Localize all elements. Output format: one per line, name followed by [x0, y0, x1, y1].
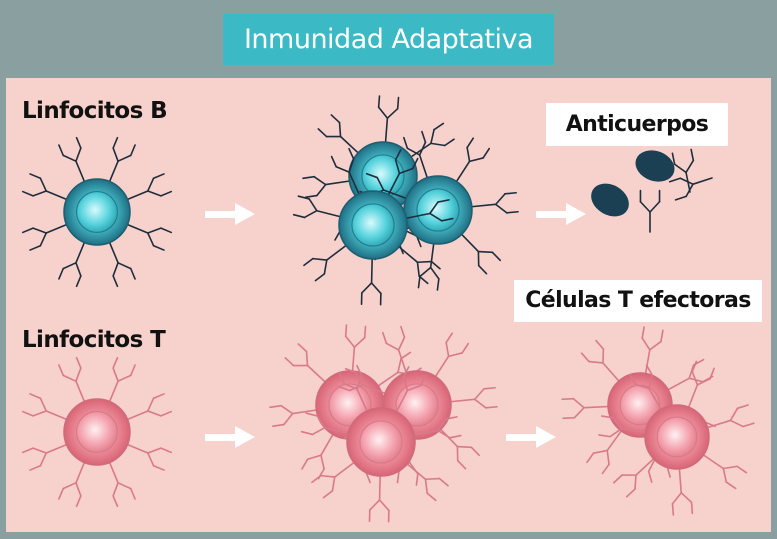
- t-cell-clone-3: [300, 364, 462, 523]
- antibody-2: [639, 189, 661, 233]
- label-b-cells: Linfocitos B: [22, 98, 168, 124]
- label-effector-t-cells: Células T efectoras: [514, 280, 762, 322]
- arrow-b-1: [205, 203, 255, 225]
- b-cell-clone-3: [292, 147, 454, 306]
- arrow-t-1: [205, 426, 255, 448]
- label-antibodies: Anticuerpos: [546, 103, 728, 146]
- diagram-title: Inmunidad Adaptativa: [223, 14, 554, 65]
- antibody-1: [671, 148, 695, 193]
- arrow-t-2: [506, 426, 556, 448]
- effector-t-cell-2: [598, 360, 755, 516]
- arrow-b-2: [536, 203, 586, 225]
- label-t-cells: Linfocitos T: [22, 327, 166, 353]
- b-cell-single: [21, 136, 173, 288]
- antigen-2: [591, 183, 629, 217]
- antigen-1: [635, 150, 675, 182]
- t-cell-single: [21, 356, 173, 508]
- antibody-3: [668, 177, 713, 201]
